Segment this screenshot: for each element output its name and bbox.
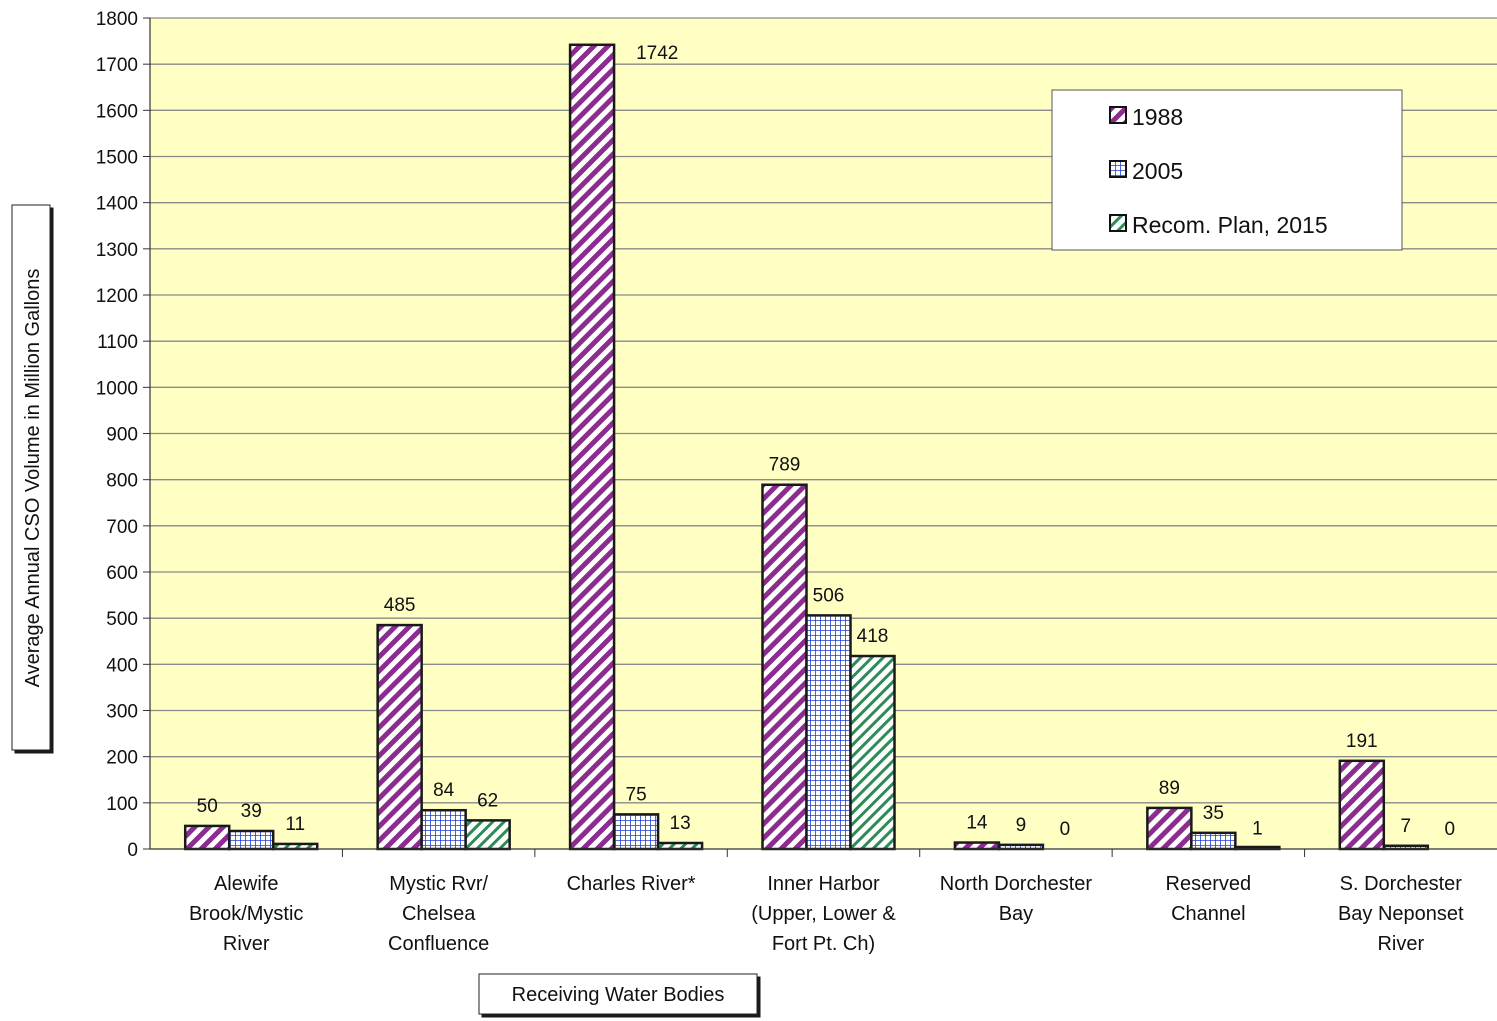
bar-1988-cat-4: [761, 483, 808, 851]
y-tick-label: 700: [106, 517, 138, 538]
category-label-7: River: [1377, 933, 1424, 955]
category-label-3: Charles River*: [567, 873, 696, 895]
category-label-6: Reserved: [1166, 873, 1252, 895]
data-label-2005-cat-5: 9: [1016, 815, 1027, 836]
y-tick-label: 400: [106, 655, 138, 676]
data-label-2015-cat-1: 11: [285, 814, 305, 835]
legend-swatch-2005: [1109, 160, 1127, 178]
data-label-2005-cat-6: 35: [1203, 803, 1224, 824]
data-label-2005-cat-2: 84: [433, 780, 455, 801]
category-label-6: Channel: [1171, 903, 1246, 925]
data-label-2005-cat-3: 75: [626, 784, 647, 805]
data-label-1988-cat-5: 14: [966, 813, 988, 834]
category-label-1: Brook/Mystic: [189, 903, 303, 925]
bar-2015-cat-4: [849, 654, 896, 851]
bars: [183, 43, 1430, 851]
y-tick-label: 1700: [96, 55, 138, 76]
category-labels: Alewife Brook/Mystic River Mystic Rvr/Chels…: [189, 873, 1464, 955]
y-tick-label: 500: [106, 609, 138, 630]
data-label-1988-cat-6: 89: [1159, 778, 1180, 799]
bar-2015-cat-1: [271, 842, 319, 851]
bar-2005-cat-5: [997, 843, 1045, 851]
legend-label-2015: Recom. Plan, 2015: [1132, 212, 1328, 238]
y-tick-label: 800: [106, 471, 138, 492]
y-tick-label: 1500: [96, 148, 138, 169]
bar-2005-cat-4: [805, 614, 852, 851]
category-label-1: River: [223, 933, 270, 955]
data-label-1988-cat-4: 789: [769, 455, 801, 476]
y-tick-label: 1000: [96, 378, 138, 399]
category-label-2: Chelsea: [402, 903, 476, 925]
data-label-2015-cat-6: 1: [1252, 819, 1263, 840]
category-label-4: Inner Harbor: [767, 873, 880, 895]
bar-1988-cat-6: [1146, 806, 1193, 851]
data-label-1988-cat-7: 191: [1346, 731, 1378, 752]
category-label-2: Mystic Rvr/: [389, 873, 488, 895]
category-label-7: Bay Neponset: [1338, 903, 1464, 925]
data-label-2005-cat-7: 7: [1400, 816, 1411, 837]
bar-1988-cat-7: [1338, 759, 1386, 851]
y-axis-title-box: [11, 204, 51, 751]
y-tick-label: 1800: [96, 9, 138, 30]
legend: 1988 2005 Recom. Plan, 2015: [1051, 89, 1403, 251]
y-tick-label: 1100: [97, 332, 138, 353]
y-tick-label: 0: [127, 840, 138, 861]
axes: [149, 18, 1497, 857]
category-label-4: Fort Pt. Ch): [772, 933, 875, 955]
bar-1988-cat-5: [953, 841, 1001, 851]
data-label-2015-cat-4: 418: [857, 626, 889, 647]
data-label-2015-cat-5: 0: [1060, 819, 1071, 840]
data-label-2015-cat-7: 0: [1444, 819, 1455, 840]
y-axis-title: Average Annual CSO Volume in Million Gal…: [22, 269, 44, 688]
bar-1988-cat-2: [376, 623, 423, 851]
category-label-1: Alewife: [214, 873, 278, 895]
data-labels: 50 39 11 485 84 62 1742 75 13 789 506 418 14 9 0 89 35 1 1…: [197, 43, 1455, 840]
bar-2015-cat-3: [656, 841, 704, 851]
y-tick-label: 900: [106, 425, 138, 446]
data-label-2015-cat-2: 62: [477, 790, 498, 811]
y-tick-label: 1200: [96, 286, 138, 307]
category-label-2: Confluence: [388, 933, 489, 955]
x-axis-title: Receiving Water Bodies: [512, 984, 725, 1006]
y-tick-label: 1400: [96, 194, 138, 215]
data-label-1988-cat-1: 50: [197, 796, 218, 817]
data-label-2005-cat-1: 39: [241, 801, 262, 822]
category-label-5: North Dorchester: [940, 873, 1093, 895]
y-axis-ticks: 0 100 200 300 400 500 600 700 800 900 1000 1100 1200…: [96, 9, 150, 861]
category-label-5: Bay: [999, 903, 1033, 925]
y-tick-label: 200: [106, 748, 138, 769]
bar-1988-cat-1: [183, 824, 231, 851]
legend-label-1988: 1988: [1132, 104, 1183, 130]
y-tick-label: 1600: [96, 101, 138, 122]
category-label-4: (Upper, Lower &: [751, 903, 896, 925]
data-label-2015-cat-3: 13: [670, 813, 691, 834]
data-label-2005-cat-4: 506: [813, 585, 845, 606]
category-label-7: S. Dorchester: [1340, 873, 1463, 895]
bar-2005-cat-2: [420, 808, 467, 851]
y-tick-label: 1300: [96, 240, 138, 261]
data-label-1988-cat-3: 1742: [636, 43, 678, 64]
gridlines: [150, 17, 1497, 804]
bar-2005-cat-3: [612, 813, 660, 851]
y-tick-label: 300: [106, 702, 138, 723]
legend-swatch-2015: [1109, 214, 1127, 232]
x-axis-title-box: [478, 973, 758, 1015]
y-tick-label: 600: [106, 563, 138, 584]
bar-2005-cat-6: [1190, 831, 1237, 851]
bar-2005-cat-1: [227, 829, 275, 851]
legend-label-2005: 2005: [1132, 158, 1183, 184]
data-label-1988-cat-2: 485: [384, 595, 416, 616]
bar-1988-cat-3: [568, 43, 616, 851]
y-tick-label: 100: [106, 794, 138, 815]
bar-2015-cat-2: [464, 819, 511, 851]
legend-swatch-1988: [1109, 106, 1127, 124]
